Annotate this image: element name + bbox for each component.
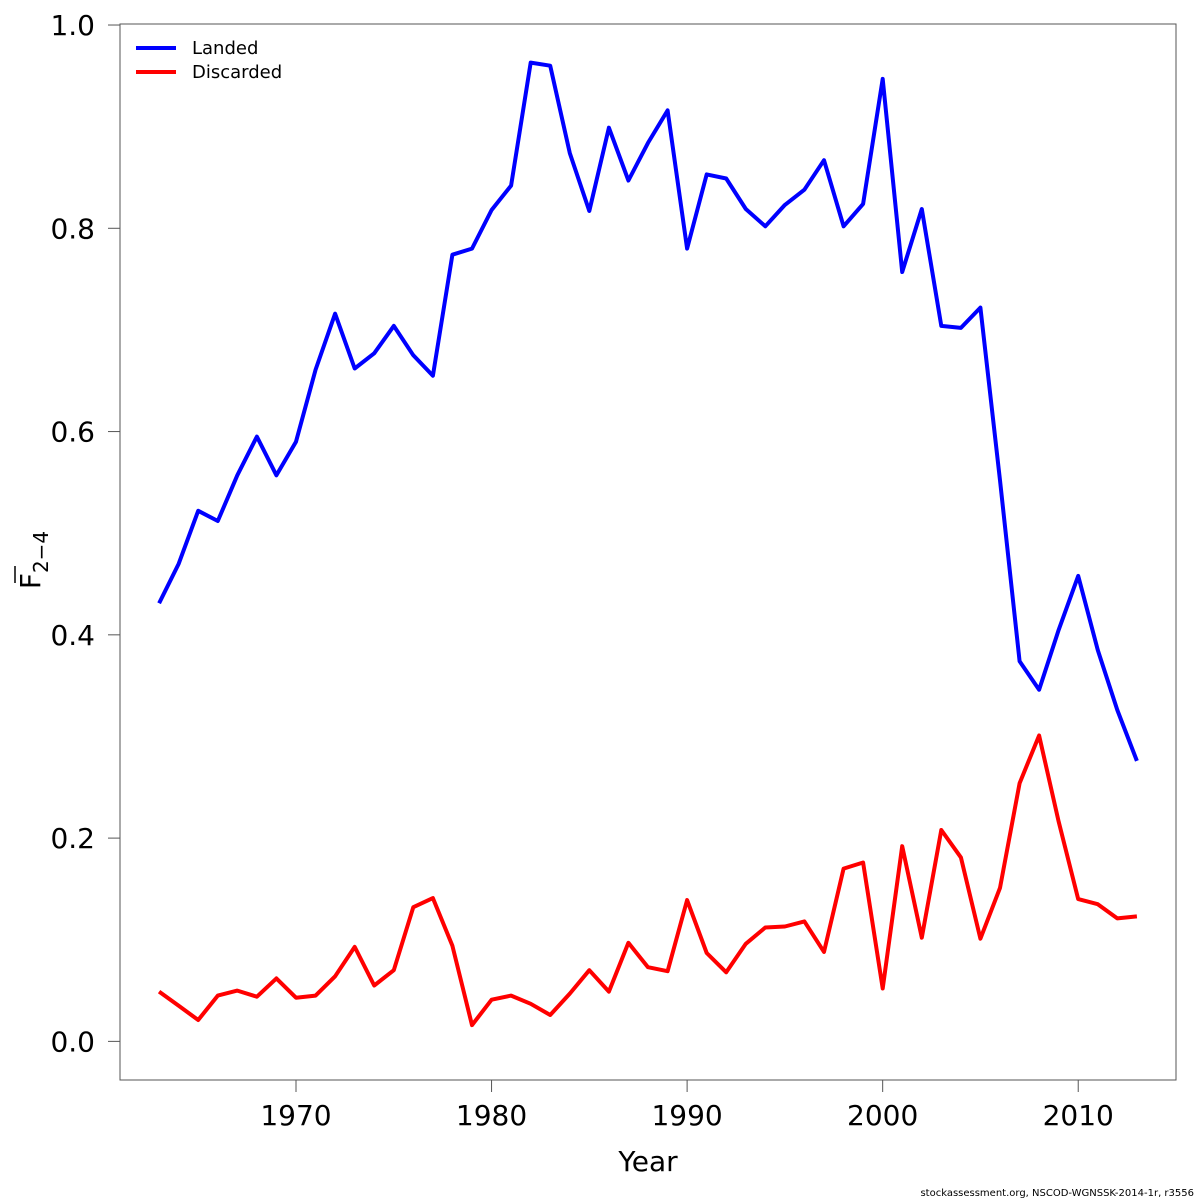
svg-text:F2−4: F2−4 [14,531,53,589]
legend-label: Discarded [192,62,282,83]
y-tick-label: 0.0 [50,1025,95,1058]
x-tick-label: 1990 [651,1099,722,1132]
x-axis-label: Year [617,1145,678,1178]
y-tick-label: 0.4 [50,619,95,652]
y-axis-label-subscript: 2−4 [29,531,53,573]
x-tick-label: 2000 [847,1099,918,1132]
series-line-discarded [157,733,1138,1028]
y-axis-label: F2−4 [14,531,53,589]
footer-credit: stockassessment.org, NSCOD-WGNSSK-2014-1… [920,1188,1194,1199]
plot-frame [119,23,1177,1081]
y-tick-label: 0.2 [50,822,95,855]
y-tick-label: 0.8 [50,212,95,245]
legend-label: Landed [192,38,258,59]
y-axis-label-main: F [14,573,47,589]
series-line-landed [157,60,1139,762]
y-tick-label: 1.0 [50,9,95,42]
x-tick-label: 1970 [260,1099,331,1132]
legend: Landed Discarded [136,38,282,83]
x-tick-label: 1980 [456,1099,527,1132]
y-tick-label: 0.6 [50,416,95,449]
x-tick-label: 2010 [1043,1099,1114,1132]
